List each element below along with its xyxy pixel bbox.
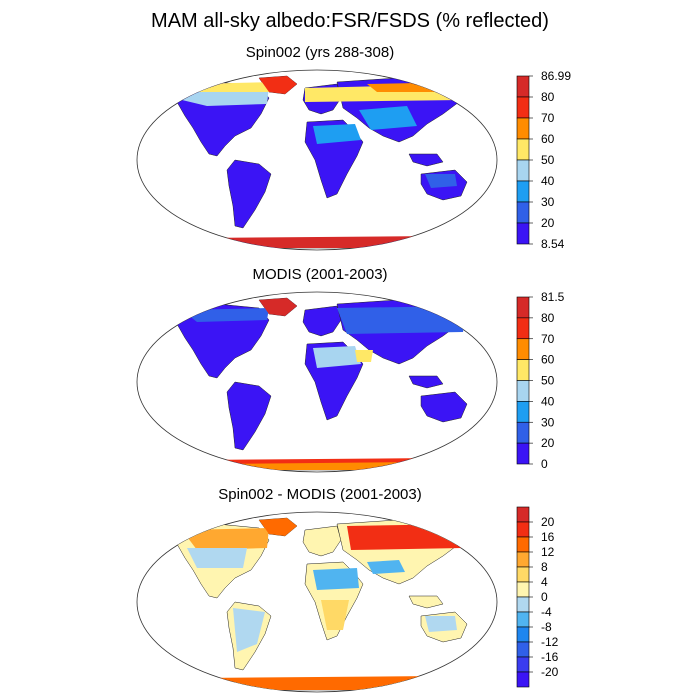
colorbar-label: 30 (541, 195, 555, 209)
colorbar-swatch (516, 222, 530, 245)
colorbar-label: 20 (541, 216, 555, 230)
colorbar-label: 0 (541, 457, 548, 471)
colorbar-swatch (516, 117, 530, 140)
spin-greenland (259, 76, 297, 94)
colorbar-swatch (516, 671, 530, 688)
colorbar-label: 20 (541, 515, 555, 529)
colorbar-swatch (516, 626, 530, 643)
colorbar-swatch (516, 521, 530, 538)
modis-greenland (259, 298, 297, 316)
modis-antarctica-coast (215, 462, 419, 470)
colorbar-swatch (516, 536, 530, 553)
colorbar-swatch (516, 201, 530, 224)
colorbar-label: 60 (541, 132, 555, 146)
diff-south-america (233, 608, 265, 652)
colorbar-label: 70 (541, 332, 555, 346)
colorbar-swatch (516, 611, 530, 628)
colorbar-swatch (516, 506, 530, 523)
colorbar-swatch (516, 96, 530, 119)
colorbar-label: 30 (541, 415, 555, 429)
colorbar-label: 81.5 (541, 290, 565, 304)
spin-australia-interior (425, 174, 457, 188)
colorbar-swatch (516, 317, 530, 340)
map-modis (136, 291, 498, 473)
spin-central-asia (359, 106, 417, 130)
colorbar-label: 4 (541, 575, 548, 589)
colorbar-label: 60 (541, 353, 555, 367)
diff-australia (425, 616, 457, 632)
colorbar-swatch (516, 596, 530, 613)
map-spin002 (136, 69, 498, 251)
panel-2-title: MODIS (2001-2003) (252, 266, 388, 283)
spin-antarctica (193, 236, 441, 248)
panel-1-title: Spin002 (yrs 288-308) (245, 44, 395, 61)
colorbar-swatch (516, 551, 530, 568)
colorbar-swatch (516, 338, 530, 360)
colorbar-label: -12 (541, 635, 559, 649)
colorbars: 86.99807060504030208.5481.58070605040302… (516, 69, 571, 688)
colorbar-label: -20 (541, 665, 559, 679)
colorbar-label: 0 (541, 590, 548, 604)
colorbar-swatch (516, 296, 530, 319)
panel-3-title: Spin002 - MODIS (2001-2003) (218, 486, 422, 503)
diff-eurasia-band (347, 524, 467, 550)
colorbar-label: -16 (541, 650, 559, 664)
modis-north-band (182, 308, 269, 322)
colorbar-swatch (516, 656, 530, 673)
colorbar-swatch (516, 401, 530, 423)
colorbar-label: -4 (541, 605, 552, 619)
colorbar-label: 12 (541, 545, 555, 559)
figure-title: MAM all-sky albedo:FSR/FSDS (% reflected… (151, 10, 549, 32)
colorbar-label: 20 (541, 436, 555, 450)
colorbar-label: 70 (541, 111, 555, 125)
colorbar-swatch (516, 641, 530, 658)
colorbar-label: 40 (541, 394, 555, 408)
diff-na-interior (187, 548, 247, 568)
colorbar-swatch (516, 581, 530, 598)
colorbar-swatch (516, 442, 530, 465)
colorbar-label: 40 (541, 174, 555, 188)
colorbar-swatch (516, 75, 530, 98)
diff-arabia-asia (367, 560, 405, 574)
colorbar-label: 8 (541, 560, 548, 574)
colorbar-2: 81.5 80 70 60 50 40 30 20 0 (516, 290, 565, 471)
colorbar-label: 80 (541, 90, 555, 104)
colorbar-label: -8 (541, 620, 552, 634)
spin-sahara (313, 124, 361, 144)
diff-antarctica (193, 676, 441, 690)
colorbar-swatch (516, 180, 530, 203)
colorbar-label: 8.54 (541, 237, 565, 251)
colorbar-swatch (516, 159, 530, 182)
colorbar-swatch (516, 566, 530, 583)
colorbar-label: 80 (541, 311, 555, 325)
diff-greenland (259, 518, 297, 536)
colorbar-label: 50 (541, 153, 555, 167)
colorbar-swatch (516, 421, 530, 444)
colorbar-swatch (516, 359, 530, 381)
modis-arabia (355, 350, 373, 362)
diff-sahara (313, 568, 359, 590)
colorbar-label: 86.99 (541, 69, 571, 83)
diff-north-band (182, 528, 269, 550)
diff-southern-africa (321, 600, 349, 630)
colorbar-label: 50 (541, 374, 555, 388)
modis-sahara (313, 346, 361, 368)
map-difference (136, 511, 498, 693)
colorbar-label: 16 (541, 530, 555, 544)
colorbar-swatch (516, 380, 530, 402)
colorbar-swatch (516, 138, 530, 161)
colorbar-1: 86.99 80 70 60 50 40 30 20 8.54 (516, 69, 571, 251)
